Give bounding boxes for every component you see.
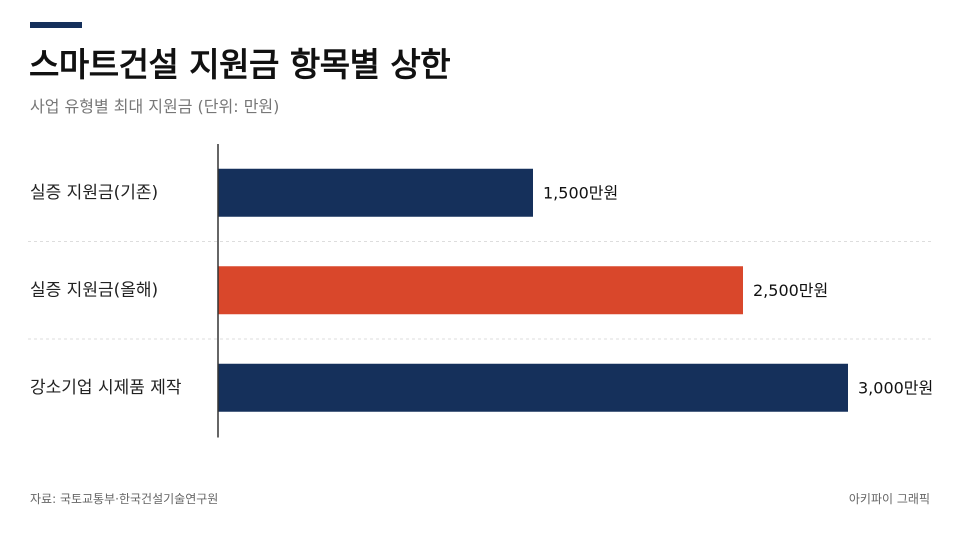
category-label: 실증 지원금(기존) xyxy=(30,183,158,203)
value-label: 2,500만원 xyxy=(753,281,828,300)
bar xyxy=(218,168,533,217)
bar xyxy=(218,363,848,412)
chart-title: 스마트건설 지원금 항목별 상한 xyxy=(29,45,451,84)
title-accent-bar xyxy=(30,22,82,28)
category-label: 실증 지원금(올해) xyxy=(30,280,158,300)
bar xyxy=(218,266,743,315)
chart-subtitle: 사업 유형별 최대 지원금 (단위: 만원) xyxy=(30,97,280,116)
category-label: 강소기업 시제품 제작 xyxy=(30,378,182,398)
graphic-credit: 아키파이 그래픽 xyxy=(848,492,930,506)
value-label: 1,500만원 xyxy=(543,183,618,202)
value-label: 3,000만원 xyxy=(858,378,933,397)
source-note: 자료: 국토교통부·한국건설기술연구원 xyxy=(30,492,219,506)
